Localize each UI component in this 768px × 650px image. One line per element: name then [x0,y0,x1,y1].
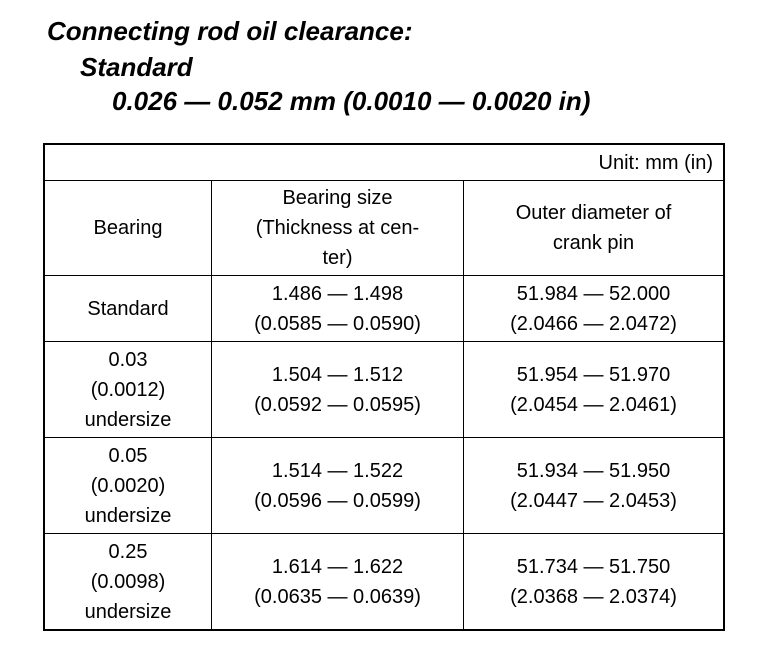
clearance-value: 0.026 — 0.052 mm (0.0010 — 0.0020 in) [112,86,591,116]
cell-line: (0.0012) [90,378,166,401]
cell-line: (Thickness at cen- [255,217,420,239]
cell-line: undersize [84,408,172,431]
cell-line: (2.0447 — 2.0453) [510,489,677,512]
cell-line: 51.734 — 51.750 [516,555,671,578]
cell-line: 0.25 [108,540,148,563]
cell-line: undersize [84,504,172,527]
cell-line: 1.514 — 1.522 [271,459,404,482]
cell: 51.984 — 52.000 (2.0466 — 2.0472) [463,275,725,342]
cell: Standard [43,275,212,342]
cell-line: Standard [87,297,169,320]
cell-line: crank pin [552,232,635,254]
data-row: 0.05 (0.0020) undersize 1.514 — 1.522 (0.059… [43,437,725,534]
cell-line: (0.0635 — 0.0639) [254,585,421,608]
data-row: Standard 1.486 — 1.498 (0.0585 — 0.0590) 51… [43,275,725,342]
cell-line: 1.504 — 1.512 [271,363,404,386]
cell-line: 51.984 — 52.000 [516,282,671,305]
header-row: Bearing Bearing size (Thickness at cen-ter… [43,180,725,276]
cell-line: 0.03 [108,348,148,371]
cell: 0.25 (0.0098) undersize [43,533,212,631]
cell-line: (2.0466 — 2.0472) [510,312,677,335]
cell: 0.05 (0.0020) undersize [43,437,212,534]
cell: 1.614 — 1.622 (0.0635 — 0.0639) [211,533,464,631]
subtitle: Standard [80,52,193,82]
cell-line: Bearing size [282,187,393,209]
unit-row: Unit: mm (in) [43,143,725,181]
cell: 1.486 — 1.498 (0.0585 — 0.0590) [211,275,464,342]
cell-line: ter) [322,247,353,269]
title: Connecting rod oil clearance: [47,16,413,46]
cell-line: 51.954 — 51.970 [516,363,671,386]
cell-line: (2.0454 — 2.0461) [510,393,677,416]
cell-line: 0.05 [108,444,148,467]
cell-line: (0.0098) [90,570,166,593]
cell: 51.734 — 51.750 (2.0368 — 2.0374) [463,533,725,631]
cell: 1.504 — 1.512 (0.0592 — 0.0595) [211,341,464,438]
cell: 51.934 — 51.950 (2.0447 — 2.0453) [463,437,725,534]
cell-line: (0.0596 — 0.0599) [254,489,421,512]
cell: Bearing [43,180,212,276]
cell-line: (0.0585 — 0.0590) [254,312,421,335]
cell-line: undersize [84,600,172,623]
cell: 51.954 — 51.970 (2.0454 — 2.0461) [463,341,725,438]
cell-line: (0.0592 — 0.0595) [254,393,421,416]
cell: Outer diameter of crank pin [463,180,725,276]
data-row: 0.03 (0.0012) undersize 1.504 — 1.512 (0.059… [43,341,725,438]
cell-line: 1.486 — 1.498 [271,282,404,305]
cell-line: 1.614 — 1.622 [271,555,404,578]
cell-line: (2.0368 — 2.0374) [510,585,677,608]
cell-line: Outer diameter of [515,202,672,224]
spec-table: Unit: mm (in) Bearing Bearing size (Thickn… [43,143,725,631]
cell-line: 51.934 — 51.950 [516,459,671,482]
cell-line: (0.0020) [90,474,166,497]
data-row: 0.25 (0.0098) undersize 1.614 — 1.622 (0.063… [43,533,725,631]
cell: Bearing size (Thickness at cen-ter) [211,180,464,276]
unit-cell: Unit: mm (in) [43,143,725,181]
cell-line: Bearing [93,217,163,239]
cell: 1.514 — 1.522 (0.0596 — 0.0599) [211,437,464,534]
cell: 0.03 (0.0012) undersize [43,341,212,438]
